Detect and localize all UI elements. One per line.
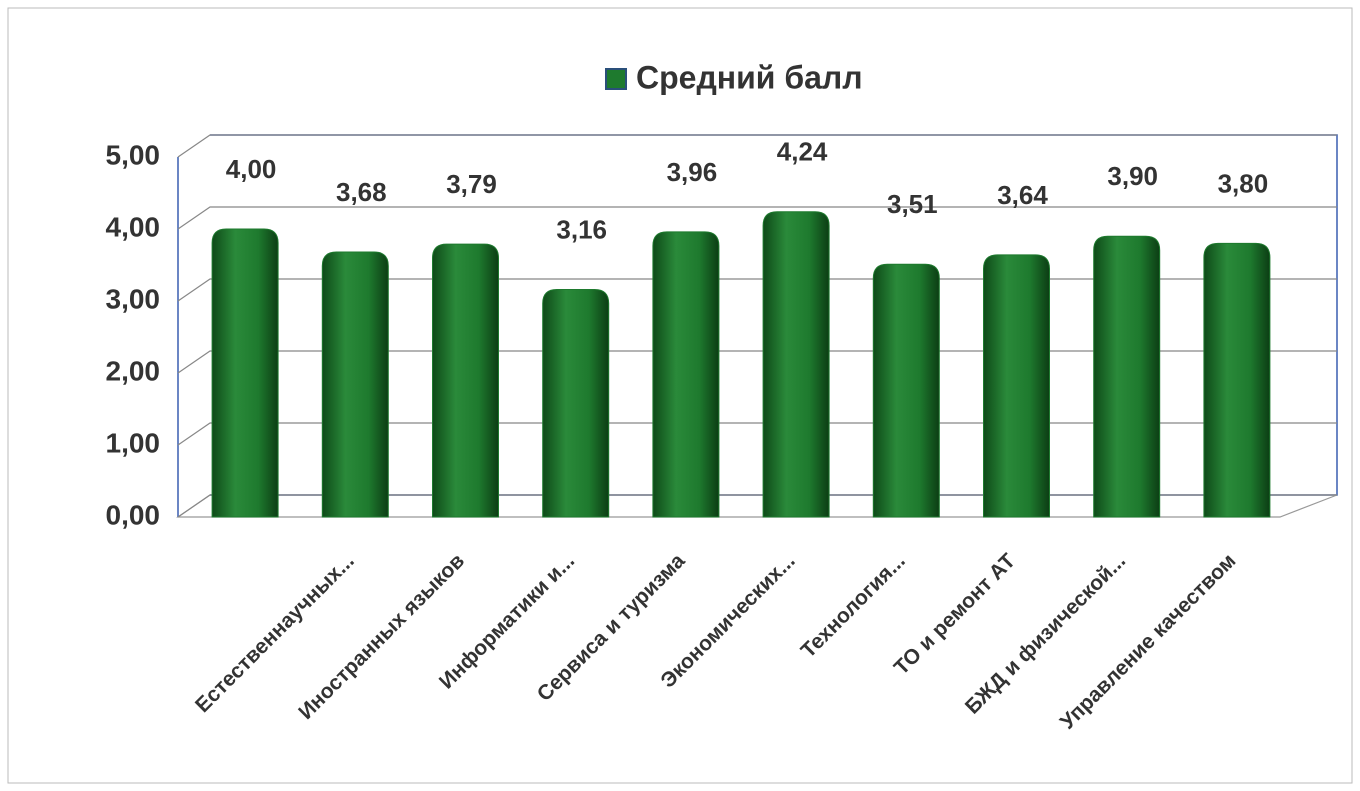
legend-label: Средний балл (636, 59, 863, 95)
data-label: 3,80 (1218, 168, 1269, 198)
grid-line (177, 350, 1337, 374)
data-label: 3,96 (667, 157, 718, 187)
y-tick-label: 3,00 (106, 283, 161, 314)
bar (872, 263, 940, 518)
x-tick-label: Технология... (797, 549, 910, 662)
y-tick-label: 1,00 (106, 427, 161, 458)
bar (432, 243, 499, 518)
data-label: 3,68 (336, 177, 387, 207)
data-label: 3,90 (1107, 161, 1158, 191)
grid-line (177, 494, 1337, 518)
grid-line (177, 422, 1337, 446)
grid-line (177, 134, 1337, 158)
bar (983, 254, 1050, 518)
bar (762, 211, 830, 518)
legend-swatch (605, 68, 627, 90)
y-tick-label: 2,00 (106, 355, 161, 386)
bar (321, 251, 389, 518)
x-tick-label: Управление качеством (1056, 549, 1240, 733)
chart-frame (7, 7, 1353, 784)
data-label: 3,64 (997, 180, 1048, 210)
data-label: 3,16 (556, 214, 607, 244)
bar (1203, 242, 1271, 518)
bar (1093, 235, 1161, 518)
data-label: 4,24 (777, 137, 828, 167)
bar (652, 231, 720, 518)
data-label: 4,00 (226, 154, 277, 184)
grid-line (177, 206, 1337, 230)
y-tick-label: 5,00 (106, 139, 161, 170)
data-label: 3,79 (446, 169, 497, 199)
bar (211, 228, 279, 518)
bar (542, 288, 610, 518)
y-tick-label: 4,00 (106, 211, 161, 242)
data-label: 3,51 (887, 189, 938, 219)
grid-line (177, 278, 1337, 302)
y-tick-label: 0,00 (106, 499, 161, 530)
x-tick-label: ТО и ремонт АТ (890, 549, 1020, 679)
